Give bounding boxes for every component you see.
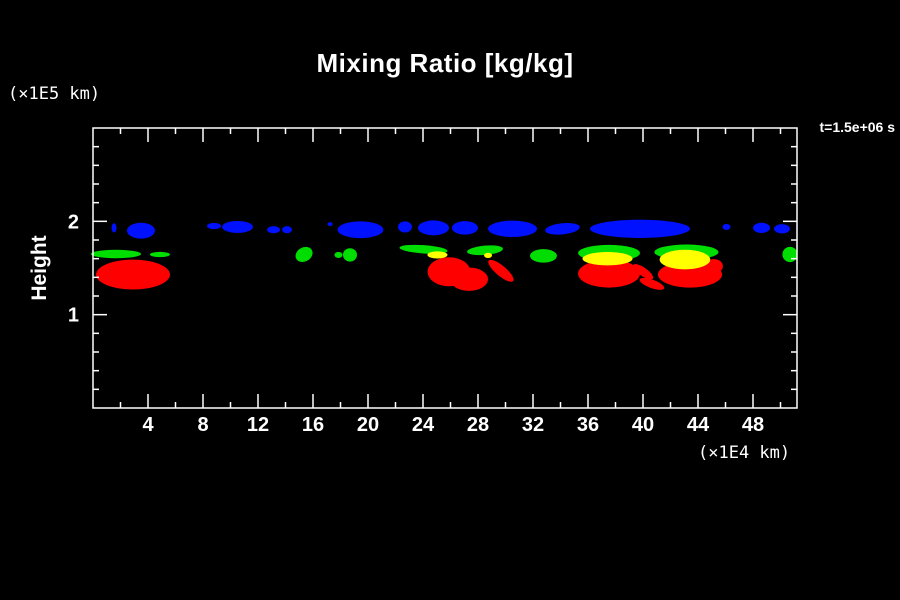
blob-blue-13 [589, 219, 691, 238]
blob-blue-9 [417, 220, 449, 236]
blob-blue-12 [545, 222, 580, 235]
y-tick-label-1: 1 [68, 305, 79, 327]
x-tick-label-28: 28 [467, 414, 489, 436]
blob-red-28 [96, 259, 170, 290]
blob-green-27 [782, 246, 798, 263]
blob-blue-16 [774, 224, 790, 234]
blob-blue-14 [722, 223, 731, 231]
x-tick-label-44: 44 [687, 414, 710, 436]
blob-green-21 [342, 248, 357, 262]
blob-blue-8 [397, 221, 412, 233]
blob-yellow-38 [484, 252, 493, 259]
x-tick-label-48: 48 [742, 414, 764, 436]
blob-blue-11 [488, 220, 537, 238]
blob-yellow-39 [582, 251, 633, 266]
blob-blue-6 [327, 222, 333, 227]
x-tick-label-36: 36 [577, 414, 599, 436]
x-tick-label-40: 40 [632, 414, 654, 436]
blob-red-34 [639, 277, 665, 290]
y-tick-label-2: 2 [68, 211, 79, 233]
blob-blue-0 [111, 223, 117, 233]
chart-title: Mixing Ratio [kg/kg] [316, 48, 574, 78]
x-tick-label-20: 20 [357, 414, 379, 436]
blob-red-33 [632, 264, 654, 280]
blob-blue-4 [267, 226, 280, 234]
x-tick-label-4: 4 [142, 414, 154, 436]
blob-red-31 [488, 259, 514, 282]
x-tick-label-16: 16 [302, 414, 324, 436]
blob-green-19 [295, 246, 313, 262]
blob-red-32 [578, 259, 640, 288]
x-tick-label-12: 12 [247, 414, 269, 436]
plot-frame [92, 127, 798, 409]
x-tick-label-32: 32 [522, 414, 544, 436]
blob-blue-1 [126, 222, 156, 239]
blob-green-23 [467, 245, 503, 256]
x-axis-units-label: (×1E4 km) [698, 443, 791, 463]
time-annotation: t=1.5e+06 s [819, 119, 895, 135]
blob-blue-7 [337, 221, 384, 239]
blob-blue-10 [451, 221, 478, 235]
blob-green-20 [334, 251, 343, 259]
blob-blue-2 [206, 222, 222, 230]
blob-red-36 [705, 259, 723, 274]
blob-yellow-40 [659, 249, 711, 270]
x-tick-label-8: 8 [197, 414, 208, 436]
blob-blue-5 [282, 226, 292, 234]
y-axis-units-label: (×1E5 km) [8, 84, 101, 104]
x-tick-label-24: 24 [412, 414, 435, 436]
blob-green-18 [149, 251, 170, 258]
blob-yellow-37 [427, 251, 448, 259]
blob-red-30 [450, 267, 489, 291]
blob-blue-3 [221, 220, 254, 233]
blob-green-24 [529, 249, 557, 263]
blob-green-17 [90, 249, 141, 259]
blob-blue-15 [753, 222, 771, 233]
